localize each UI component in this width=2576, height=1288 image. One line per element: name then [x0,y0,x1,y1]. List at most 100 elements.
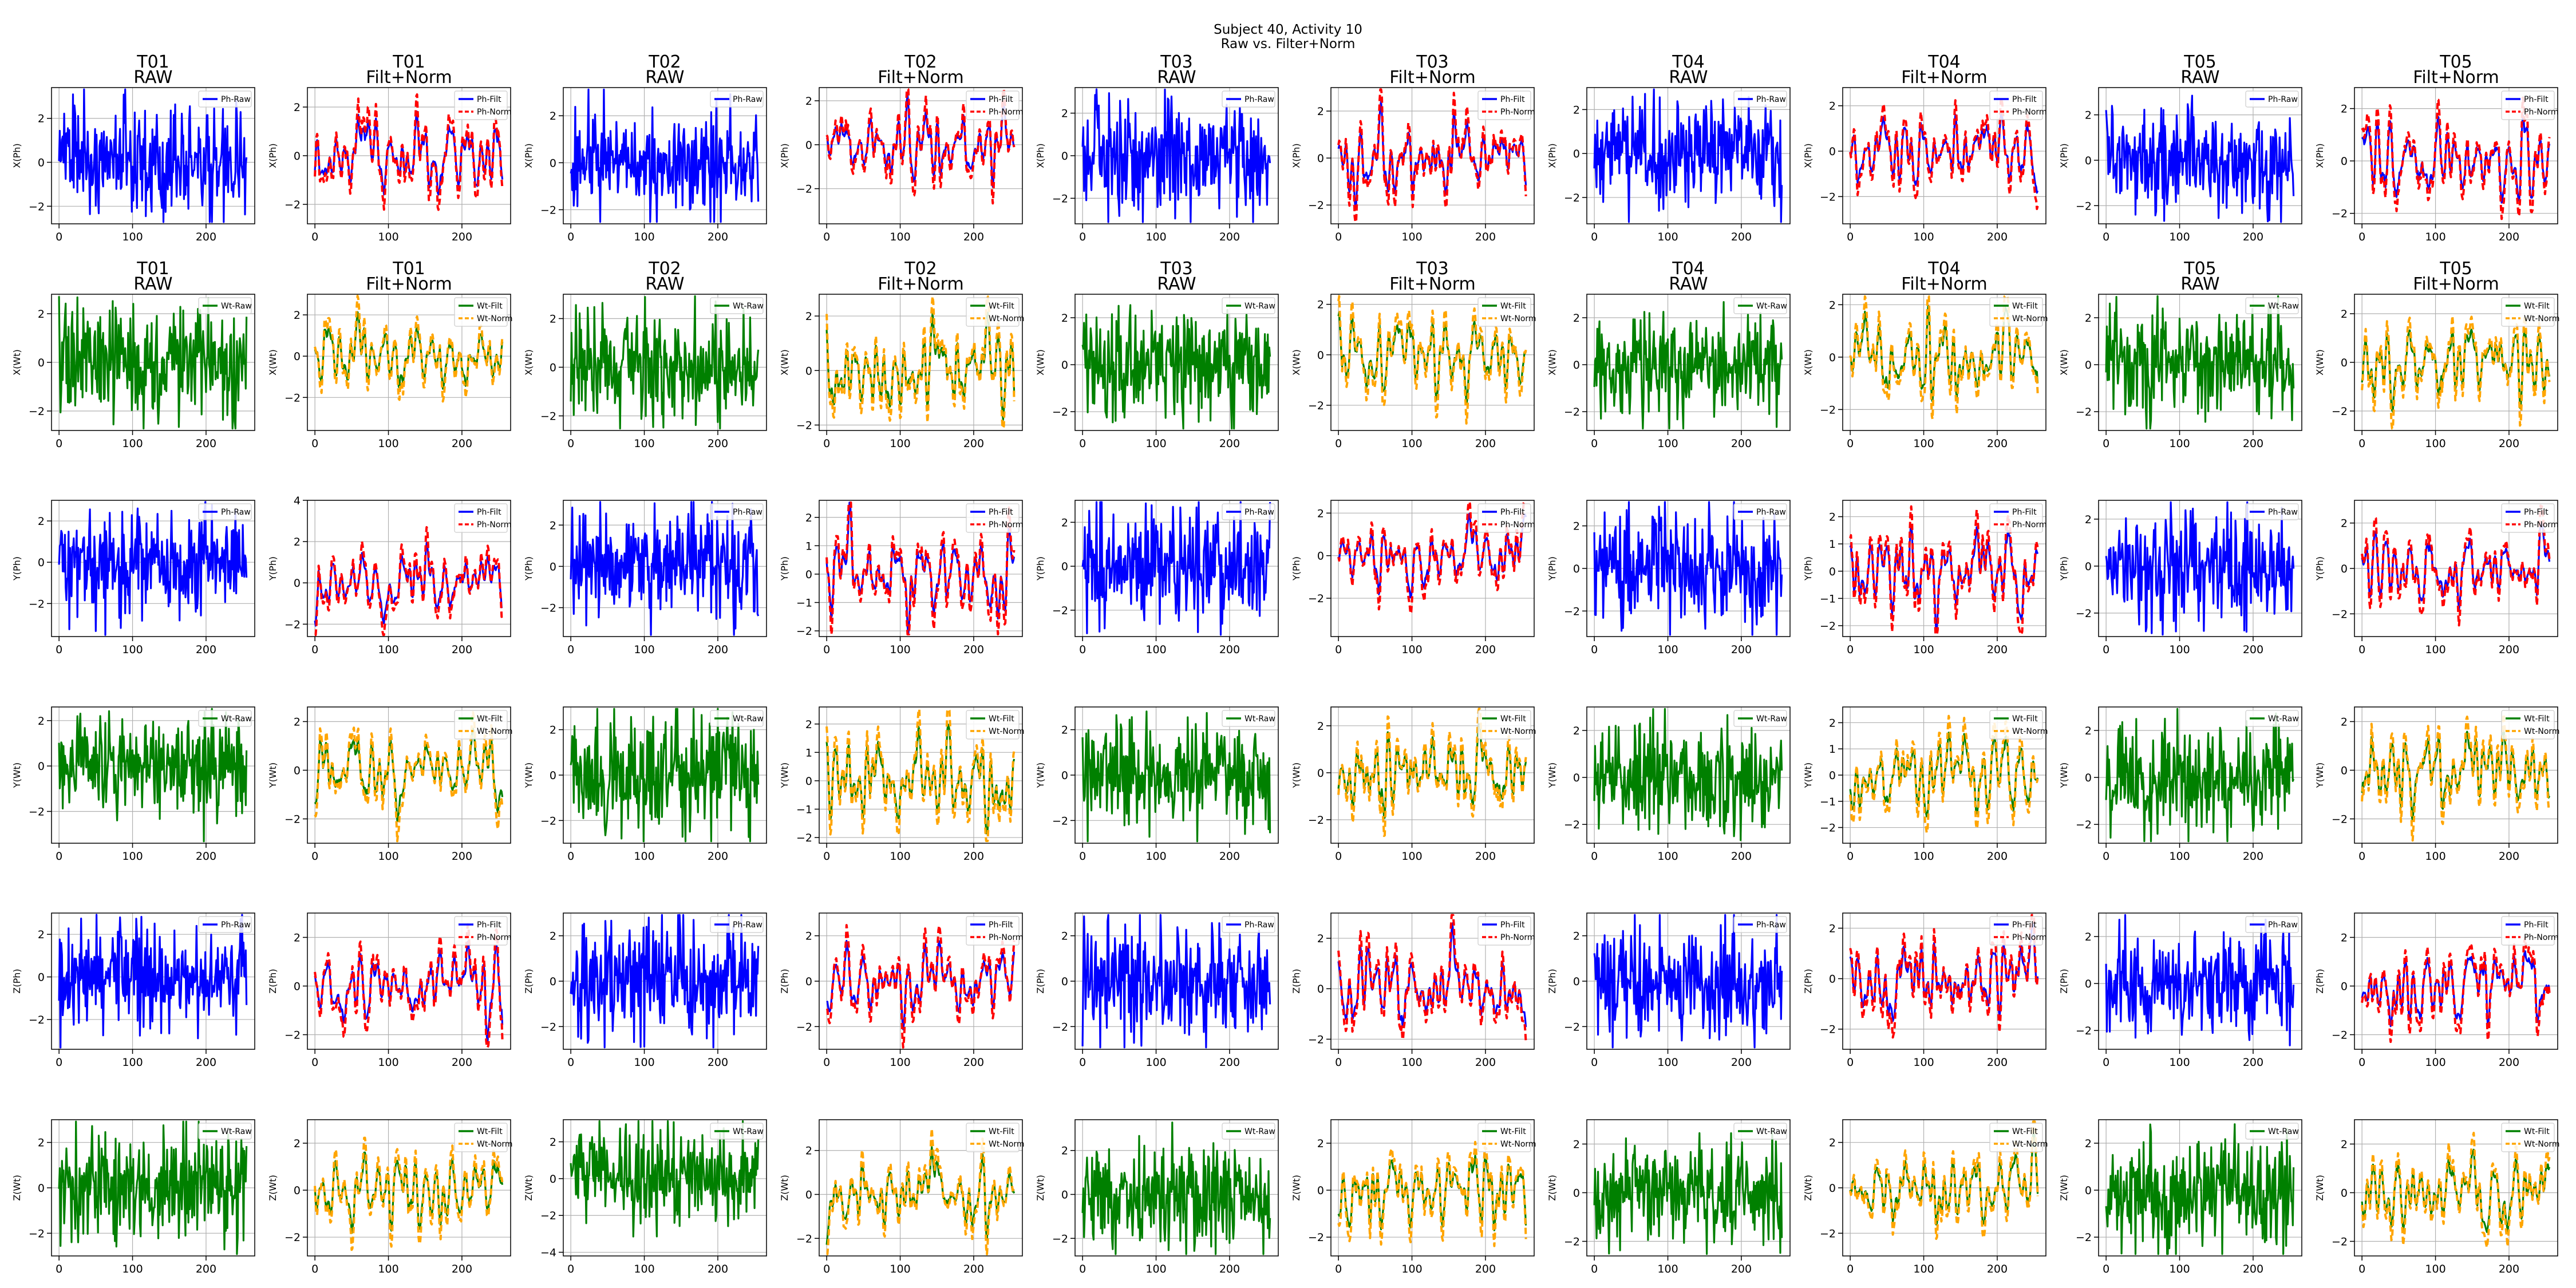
legend-label: Wt-Raw [1756,714,1787,724]
series-line-ph-norm [2361,504,2551,627]
x-tick-label: 100 [378,643,398,656]
y-tick-label: −2 [796,1232,812,1245]
legend-box [1733,90,1787,108]
y-tick-label: 1 [1829,743,1836,756]
legend-label: Wt-Filt [989,714,1014,724]
legend-label: Wt-Norm [1500,314,1536,323]
series-line-wt-norm [2361,314,2551,430]
y-axis-label: Z(Wt) [1291,1175,1302,1201]
y-tick-label: 2 [805,95,812,108]
y-tick-label: 0 [38,760,45,773]
y-tick-label: −2 [540,602,556,615]
x-tick-label: 200 [1987,231,2008,243]
axes-frame [2098,294,2302,431]
series-line-ph-norm [1337,88,1527,223]
x-tick-label: 0 [1335,231,1342,243]
x-tick-label: 200 [2243,850,2263,863]
legend: Wt-Raw [710,710,764,727]
y-tick-label: 0 [550,362,556,374]
axes-frame [1330,706,1535,844]
y-tick-label: 2 [550,1136,556,1149]
legend-label: Ph-Norm [477,933,512,942]
legend: Ph-Filt Ph-Norm [2501,916,2559,946]
y-tick-label: −2 [2076,200,2092,212]
legend: Ph-Raw [710,916,764,933]
series-line-wt-raw [1593,708,1783,841]
x-tick-label: 100 [890,1263,910,1275]
legend-label: Wt-Norm [2012,727,2048,736]
subplot-r6-c4: 0 100 200 −2 0 2 Z(Wt) Wt-Filt Wt-Norm [779,1119,1025,1275]
legend-label: Wt-Raw [221,714,252,724]
legend-label: Ph-Filt [2524,95,2549,104]
y-tick-label: −2 [2332,208,2348,220]
legend-label: Ph-Filt [989,95,1013,104]
series-line-wt-norm [1337,708,1527,837]
y-axis-label: X(Wt) [1803,349,1814,376]
legend-box [710,1123,764,1140]
y-tick-label: 2 [294,309,301,322]
y-axis-label: Y(Ph) [2059,556,2069,581]
x-tick-label: 200 [2499,231,2519,243]
y-tick-label: −2 [29,598,45,610]
legend-box [1733,1123,1787,1140]
axes-frame [1330,500,1535,637]
legend-label: Ph-Filt [2012,95,2037,104]
series-line-ph-raw [570,88,760,223]
y-axis-label: X(Ph) [2314,143,2325,168]
x-tick-label: 200 [708,1263,728,1275]
series-line-ph-raw [1081,914,1271,1049]
legend-box [198,916,252,933]
x-tick-label: 0 [2358,1056,2365,1069]
subplot-r6-c3: 0 100 200 −4 −2 0 2 Z(Wt) Wt-Raw [523,1119,767,1275]
legend: Wt-Raw [1222,710,1275,727]
x-tick-label: 0 [56,643,62,656]
x-tick-label: 100 [1657,231,1678,243]
series-line-ph-norm [825,924,1016,1049]
y-tick-label: 2 [1317,720,1324,733]
legend-label: Wt-Norm [989,727,1025,736]
y-axis-label: Y(Wt) [779,762,790,788]
y-tick-label: 0 [1573,975,1580,988]
y-tick-label: −2 [1308,814,1324,827]
legend: Ph-Raw [1733,916,1787,933]
axes-frame [51,87,255,224]
subplot-title-trial: T02 [648,52,681,72]
subplot-r5-c7: 0 100 200 −2 0 2 Z(Ph) Ph-Raw [1547,912,1791,1069]
legend-label: Wt-Norm [477,314,513,323]
y-tick-label: −2 [540,815,556,827]
y-axis-label: Z(Ph) [267,969,278,993]
legend: Ph-Filt Ph-Norm [966,916,1024,946]
x-tick-label: 0 [1079,850,1086,863]
subplot-title-trial: T02 [904,52,937,72]
y-axis-label: Y(Wt) [1803,762,1814,788]
y-tick-label: −2 [1308,592,1324,605]
series-line-ph-norm [314,923,504,1049]
x-tick-label: 200 [196,437,216,450]
x-tick-label: 200 [708,437,728,450]
y-tick-label: 0 [2085,978,2092,990]
y-tick-label: 0 [2341,981,2348,993]
x-tick-label: 0 [823,231,830,243]
y-tick-label: −2 [1564,406,1580,418]
y-tick-label: 2 [294,101,301,114]
x-tick-label: 0 [311,643,318,656]
y-tick-label: −1 [1820,592,1836,605]
x-tick-label: 200 [963,1056,984,1069]
subplot-title-trial: T05 [2183,52,2217,72]
legend-box [710,90,764,108]
x-tick-label: 200 [708,643,728,656]
y-tick-label: 1 [805,746,812,759]
y-tick-label: −2 [1820,1024,1836,1036]
y-tick-label: −2 [29,405,45,418]
legend-box [1222,1123,1275,1140]
legend-label: Wt-Raw [733,1127,764,1136]
legend: Wt-Filt Wt-Norm [1989,710,2048,740]
y-tick-label: 2 [550,930,556,943]
legend-label: Wt-Norm [2012,314,2048,323]
y-axis-label: Z(Ph) [523,969,534,993]
y-tick-label: 0 [1061,1189,1068,1202]
series-line-ph-raw [2105,914,2295,1046]
y-tick-label: 0 [38,556,45,569]
subplot-r3-c9: 0 100 200 −2 0 2 Y(Ph) Ph-Raw [2059,500,2302,656]
